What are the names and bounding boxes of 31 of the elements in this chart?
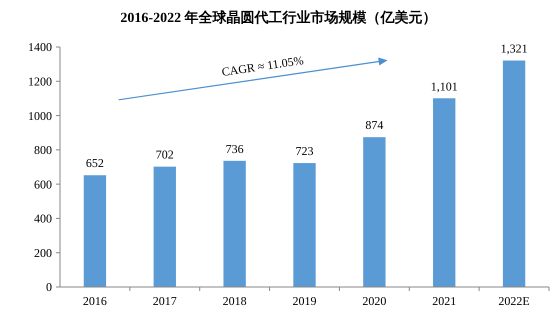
y-tick-label: 800 (34, 143, 52, 158)
bar (154, 166, 176, 287)
chart-title: 2016-2022 年全球晶圆代工行业市场规模（亿美元） (120, 9, 437, 26)
y-tick-label: 600 (34, 177, 52, 192)
data-label: 736 (226, 142, 244, 156)
bar (293, 163, 316, 287)
bar (433, 98, 456, 287)
data-label: 1,101 (430, 79, 458, 94)
data-label: 1,321 (500, 42, 528, 56)
y-tick-label: 1200 (28, 74, 52, 88)
bar (84, 175, 106, 287)
bar (502, 60, 526, 287)
y-tick-label: 0 (46, 280, 52, 294)
data-label: 874 (365, 118, 384, 132)
y-tick-label: 200 (34, 246, 52, 260)
y-tick-label: 1000 (28, 108, 52, 123)
data-label: 702 (156, 148, 174, 162)
y-tick-label: 1400 (28, 40, 52, 54)
x-tick-label: 2017 (152, 294, 177, 308)
x-tick-label: 2022E (498, 294, 530, 308)
x-tick-label: 2018 (222, 294, 247, 308)
x-tick-label: 2021 (432, 294, 456, 308)
bar (223, 160, 246, 287)
annotation: CAGR ≈ 11.05% (220, 53, 304, 79)
x-tick-label: 2019 (292, 294, 316, 308)
data-label: 652 (86, 156, 104, 170)
data-label: 723 (296, 144, 314, 158)
x-tick-label: 2016 (82, 294, 107, 308)
x-tick-label: 2020 (362, 294, 386, 308)
y-tick-label: 400 (34, 212, 52, 226)
bar (363, 137, 386, 287)
